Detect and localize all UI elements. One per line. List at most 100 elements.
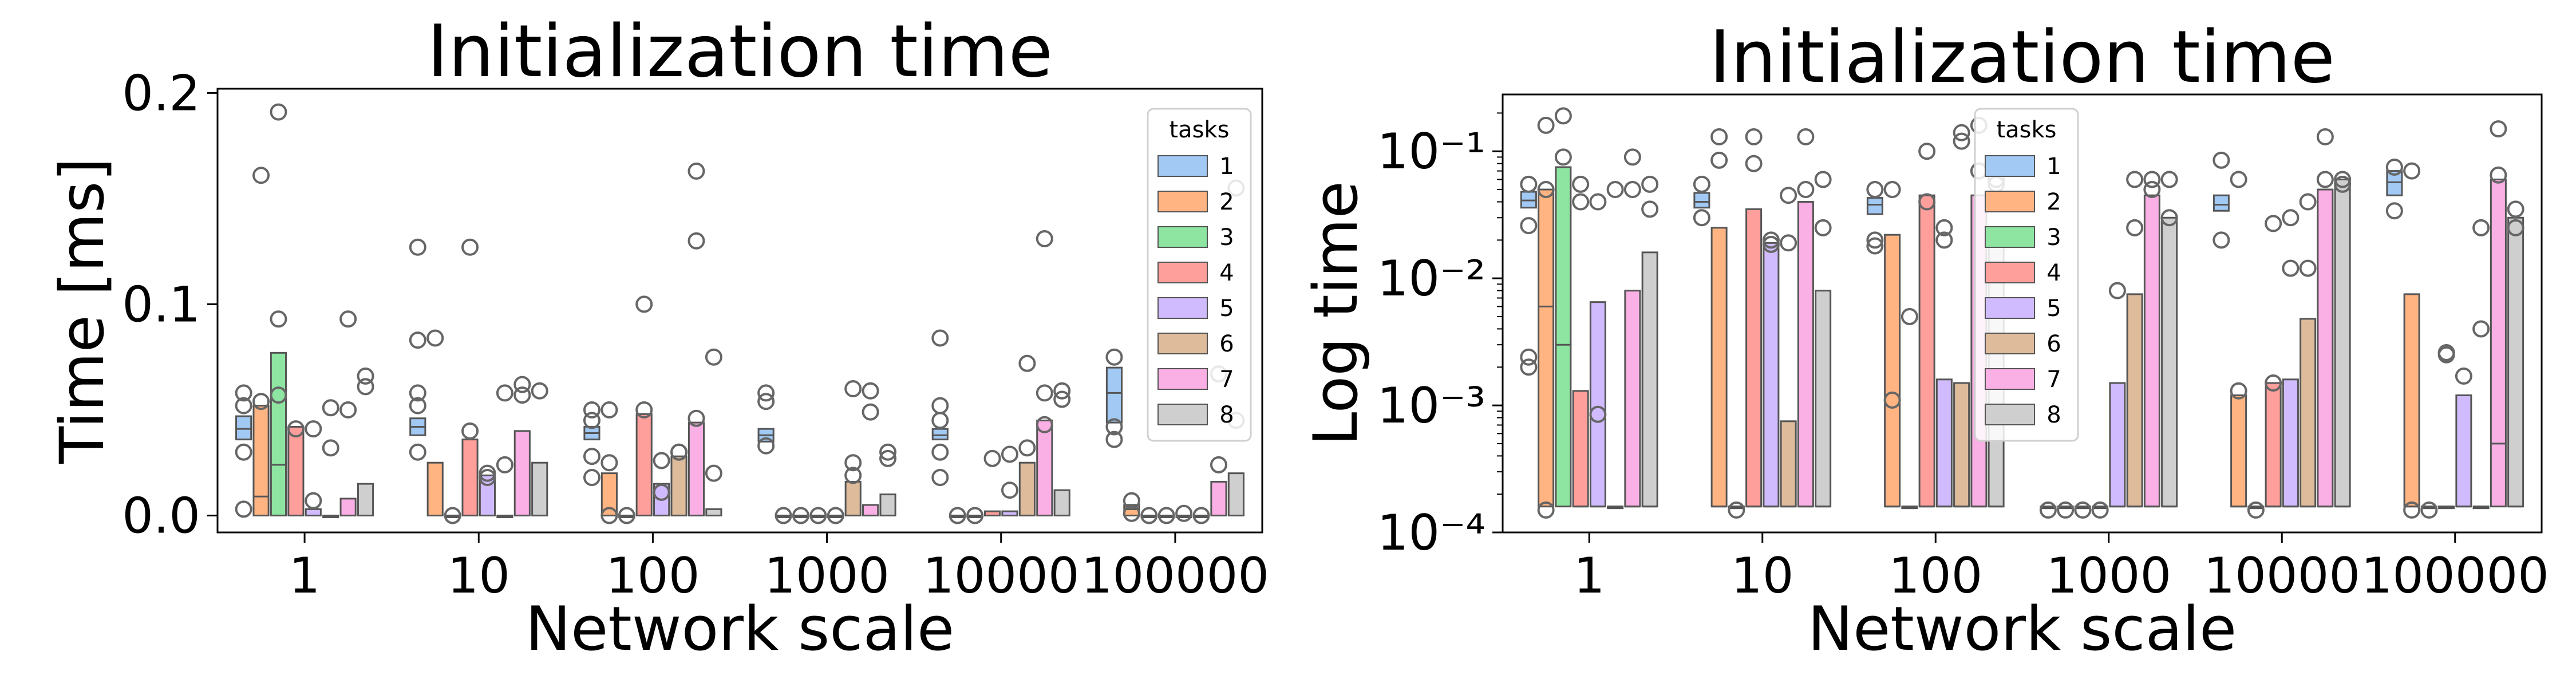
box bbox=[2282, 378, 2299, 508]
flier-point bbox=[1710, 151, 1728, 169]
box bbox=[931, 428, 949, 441]
x-tick-label: 1000 bbox=[2046, 547, 2171, 605]
flier-point bbox=[1814, 171, 1832, 188]
y-tick-label: 10⁻⁴ bbox=[1377, 504, 1485, 562]
flier-point bbox=[635, 401, 653, 418]
chart-title: Initialization time bbox=[1709, 15, 2335, 99]
flier-point bbox=[1866, 231, 1884, 249]
box bbox=[1953, 382, 1970, 508]
legend-entry-label: 2 bbox=[1219, 189, 1234, 215]
flier-point bbox=[879, 443, 897, 461]
flier-point bbox=[1780, 234, 1797, 252]
flier-point bbox=[235, 384, 252, 402]
flier-point bbox=[931, 397, 949, 414]
flier-point bbox=[1918, 143, 1936, 160]
flier-point bbox=[1036, 416, 1053, 433]
flier-point bbox=[2299, 259, 2317, 277]
chart-panel-2: 10⁻⁴ 10⁻³ 10⁻² 10⁻¹ 1 10 100 1000 10000 100000 Ini… bbox=[1301, 15, 2549, 664]
flier-point bbox=[2074, 501, 2092, 519]
legend-entry-label: 1 bbox=[1219, 153, 1234, 180]
legend-title: tasks bbox=[1169, 117, 1229, 143]
y-tick-label: 10⁻¹ bbox=[1377, 123, 1485, 180]
legend-entry-label: 5 bbox=[2046, 295, 2061, 322]
series-3 bbox=[1554, 107, 2438, 519]
box bbox=[1641, 251, 1658, 508]
flier-point bbox=[2385, 158, 2403, 176]
flier-point bbox=[775, 507, 792, 524]
y-axis-label: Time [ms] bbox=[47, 157, 117, 464]
flier-point bbox=[1036, 384, 1053, 402]
y-tick-label: 0.1 bbox=[122, 276, 200, 333]
flier-point bbox=[270, 310, 287, 328]
flier-point bbox=[444, 507, 461, 524]
flier-point bbox=[496, 384, 513, 402]
flier-point bbox=[409, 397, 426, 414]
flier-point bbox=[2420, 501, 2438, 519]
series-4 bbox=[1572, 128, 2455, 519]
box bbox=[2212, 194, 2230, 212]
flier-point bbox=[235, 397, 252, 414]
box bbox=[1053, 489, 1070, 516]
legend-swatch bbox=[1985, 404, 2035, 425]
flier-point bbox=[1623, 148, 1641, 166]
flier-point bbox=[1953, 124, 1970, 141]
flier-point bbox=[235, 500, 252, 518]
flier-point bbox=[1693, 209, 1710, 227]
legend-swatch bbox=[1157, 226, 1208, 248]
flier-point bbox=[409, 384, 426, 402]
flier-point bbox=[2490, 166, 2507, 184]
series-7 bbox=[339, 162, 1227, 516]
box bbox=[1589, 301, 1606, 508]
chart-title: Initialization time bbox=[427, 9, 1053, 93]
flier-point bbox=[2282, 209, 2300, 227]
flier-point bbox=[1520, 348, 1538, 366]
box bbox=[2265, 382, 2282, 508]
legend-entry-label: 3 bbox=[1219, 224, 1234, 251]
box bbox=[1036, 419, 1053, 516]
flier-point bbox=[583, 412, 600, 429]
legend-entry-label: 3 bbox=[2046, 224, 2061, 251]
flier-point bbox=[653, 483, 670, 501]
flier-point bbox=[270, 386, 287, 404]
flier-point bbox=[339, 310, 357, 328]
flier-point bbox=[670, 443, 688, 461]
flier-point bbox=[305, 420, 322, 438]
flier-point bbox=[409, 238, 426, 256]
flier-point bbox=[1866, 237, 1884, 255]
legend-entry-label: 7 bbox=[1219, 366, 1234, 393]
flier-point bbox=[1210, 456, 1227, 473]
flier-point bbox=[1537, 181, 1555, 199]
flier-point bbox=[1606, 181, 1624, 199]
series-7 bbox=[1623, 116, 2507, 508]
flier-point bbox=[2160, 171, 2178, 188]
flier-point bbox=[2507, 219, 2524, 236]
flier-point bbox=[1105, 418, 1123, 436]
flier-point bbox=[1745, 128, 1763, 145]
flier-point bbox=[809, 507, 827, 524]
flier-point bbox=[2212, 151, 2230, 169]
flier-point bbox=[2091, 501, 2109, 519]
flier-point bbox=[2230, 382, 2247, 400]
series-5 bbox=[305, 420, 1193, 524]
box bbox=[862, 504, 879, 516]
flier-point bbox=[1175, 504, 1193, 522]
y-tick-label: 0.0 bbox=[122, 487, 200, 544]
flier-point bbox=[1693, 175, 1710, 193]
series-2 bbox=[1537, 116, 2421, 519]
legend-swatch bbox=[1157, 404, 1208, 425]
flier-point bbox=[583, 469, 600, 487]
box bbox=[1884, 234, 1901, 508]
box bbox=[1018, 461, 1036, 516]
box bbox=[513, 430, 531, 516]
series-8 bbox=[357, 179, 1245, 516]
plot-frame bbox=[1502, 93, 2543, 534]
flier-point bbox=[1537, 501, 1555, 519]
x-tick-label: 1 bbox=[289, 547, 321, 605]
legend-swatch bbox=[1157, 368, 1208, 390]
box bbox=[1780, 420, 1797, 508]
flier-point bbox=[688, 409, 705, 427]
x-tick-label: 100000 bbox=[1081, 547, 1269, 605]
x-tick-label: 100 bbox=[1888, 547, 1982, 605]
legend-swatch bbox=[1985, 191, 2035, 212]
